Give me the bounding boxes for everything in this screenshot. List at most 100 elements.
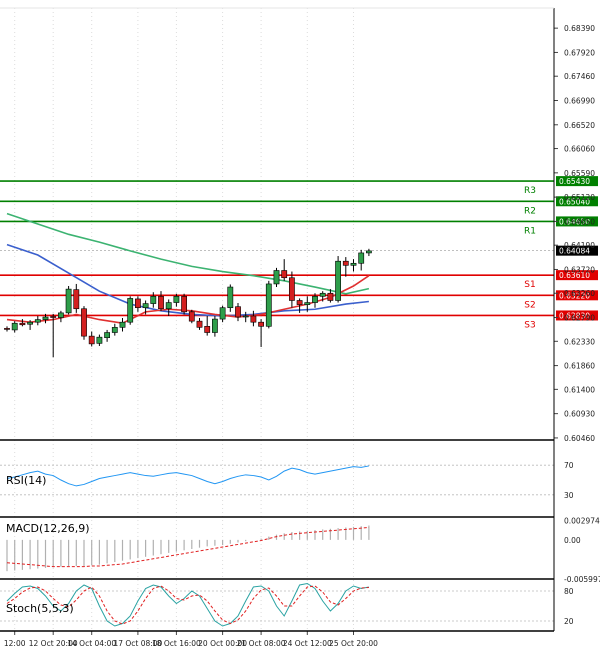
price-tick-label: 0.64650 [564,217,595,226]
pivot-level-label: S2 [524,300,535,310]
bullish-candle [242,315,249,318]
pivot-value-box [556,196,598,207]
stoch-k-line [6,582,369,627]
price-tick-label: 0.60930 [564,410,595,419]
bullish-candle [42,316,49,320]
bearish-candle [188,311,195,322]
panel-frames [0,7,555,632]
price-tick-label: 0.66520 [564,121,595,130]
time-tick-label: 18 Oct 16:00 [152,639,201,648]
bullish-candle [273,270,280,285]
bearish-candle [50,316,57,318]
price-tick-label: 0.61860 [564,362,595,371]
rsi-tick-label: 30 [564,491,574,500]
price-tick-label: 0.67460 [564,72,595,81]
bearish-candle [288,277,295,301]
time-tick-label: 24 Oct 12:00 [283,639,332,648]
pivot-level-label: R3 [524,186,536,196]
bearish-candle [342,260,349,266]
pivot-value-box [556,290,598,301]
macd-tick-label: -0.005997 [564,575,600,584]
bearish-candle [258,321,264,327]
time-tick-label: 17 Oct 08:00 [113,639,162,648]
pivot-levels: R3 0.65430 R2 0.65040 R1 0.64650 S1 0.63610 S2 0.… [0,176,598,330]
bearish-candle [296,300,303,305]
bullish-candle [165,302,172,310]
bullish-candle [265,283,272,327]
bearish-candle [327,292,334,301]
indicator-panels: 70 30 RSI(14) 0.002974 0.00 -0.005997 MACD(12,… [0,461,600,627]
rsi-tick-label: 70 [564,461,574,470]
bearish-candle [19,322,26,326]
time-tick-label: 25 Oct 20:00 [329,639,378,648]
price-tick-label: 0.64190 [564,241,595,250]
price-tick-label: 0.66990 [564,96,595,105]
stoch-tick-label: 20 [564,617,574,626]
bearish-candle [204,326,211,333]
pivot-value-label: 0.62830 [559,311,590,320]
bullish-candle [173,296,180,303]
bearish-candle [73,289,80,310]
stoch-title: Stoch(5,5,3) [6,602,74,615]
bullish-candle [11,322,18,331]
bullish-candle [227,286,234,309]
pivot-level-label: S3 [524,320,535,330]
bullish-candle [219,307,226,320]
bullish-candle [350,262,357,266]
bullish-candle [27,321,33,325]
time-tick-label: 14 Oct 04:00 [67,639,116,648]
price-tick-label: 0.67920 [564,48,595,57]
time-tick-label: 12:00 [4,639,26,648]
price-tick-label: 0.62330 [564,337,595,346]
bullish-candle [150,296,157,304]
bullish-candle [34,319,41,323]
bearish-candle [281,270,288,279]
bearish-candle [4,328,10,330]
rsi-line [6,465,369,487]
moving-average-line [6,212,370,295]
rsi-title: RSI(14) [6,474,46,487]
price-tick-label: 0.68390 [564,24,595,33]
bearish-candle [88,335,95,345]
bullish-candle [319,292,326,297]
pivot-level-label: R1 [524,226,536,236]
stoch-tick-label: 80 [564,587,574,596]
bullish-candle [335,260,341,301]
price-tick-label: 0.63720 [564,265,595,274]
price-tick-label: 0.63260 [564,289,595,298]
bullish-candle [111,327,118,333]
stoch-d-line [6,585,369,625]
bullish-candle [127,298,134,323]
pivot-level-label: S1 [524,280,535,290]
bearish-candle [235,306,241,318]
current-price-box [556,245,598,256]
bearish-candle [158,296,164,310]
price-tick-label: 0.66060 [564,145,595,154]
bearish-candle [181,296,187,313]
pivot-value-label: 0.63220 [559,291,590,300]
bearish-candle [250,315,257,323]
bullish-candle [304,302,311,305]
bearish-candle [135,298,141,309]
bullish-candle [57,312,64,318]
bullish-candle [104,332,110,338]
pivot-level-label: R2 [524,206,536,216]
macd-tick-label: 0.002974 [564,516,600,525]
price-tick-label: 0.65590 [564,169,595,178]
pivot-value-label: 0.65430 [559,177,590,186]
pivot-value-label: 0.65040 [559,197,590,206]
bullish-candle [358,252,365,264]
bullish-candle [365,250,372,254]
bullish-candle [119,321,126,328]
candlesticks [4,248,372,358]
time-tick-label: 21 Oct 08:00 [237,639,286,648]
time-tick-label: 20 Oct 00:00 [198,639,247,648]
current-price-label: 0.64084 [559,247,590,256]
bullish-candle [142,303,149,309]
price-tick-label: 0.60460 [564,434,595,443]
macd-tick-label: 0.00 [564,536,581,545]
pivot-value-label: 0.63610 [559,271,590,280]
bearish-candle [196,320,203,328]
